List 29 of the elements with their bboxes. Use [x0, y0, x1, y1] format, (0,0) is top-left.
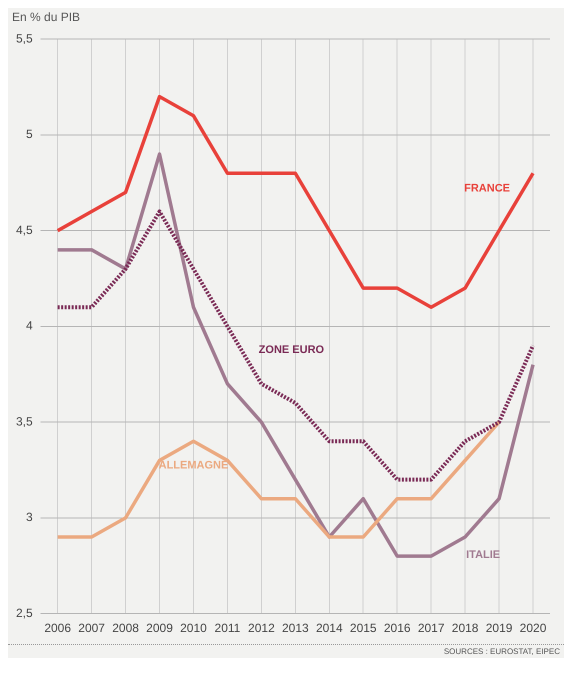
y-tick-label: 5,5	[16, 32, 33, 46]
x-tick-label: 2008	[112, 621, 140, 636]
x-tick-label: 2019	[486, 621, 513, 636]
x-tick-label: 2007	[78, 621, 106, 636]
y-tick-label: 3	[26, 510, 33, 524]
x-tick-label: 2015	[350, 621, 377, 636]
series-label: ALLEMAGNE	[158, 459, 228, 472]
x-tick-label: 2006	[44, 621, 72, 636]
x-tick-label: 2011	[214, 621, 241, 636]
series-label: FRANCE	[464, 182, 510, 195]
y-tick-label: 2,5	[16, 606, 33, 620]
x-tick-label: 2016	[384, 621, 411, 636]
source-note: SOURCES : EUROSTAT, EIPEC	[8, 644, 564, 658]
line-series	[56, 210, 536, 482]
y-tick-label: 4,5	[16, 222, 33, 237]
y-axis-title: En % du PIB	[11, 9, 82, 24]
y-tick-label: 5	[26, 127, 33, 142]
x-tick-label: 2009	[146, 621, 174, 636]
series-label: ITALIE	[466, 549, 500, 562]
x-tick-label: 2014	[316, 621, 343, 636]
x-tick-label: 2010	[180, 621, 208, 636]
series-label: ZONE EURO	[258, 344, 325, 356]
x-tick-label: 2020	[520, 621, 547, 636]
x-tick-label: 2017	[418, 621, 445, 636]
x-tick-label: 2018	[452, 621, 479, 636]
x-tick-label: 2013	[282, 621, 310, 636]
y-tick-label: 3,5	[16, 414, 33, 428]
x-tick-label: 2012	[248, 621, 276, 636]
y-tick-label: 4	[26, 318, 33, 333]
